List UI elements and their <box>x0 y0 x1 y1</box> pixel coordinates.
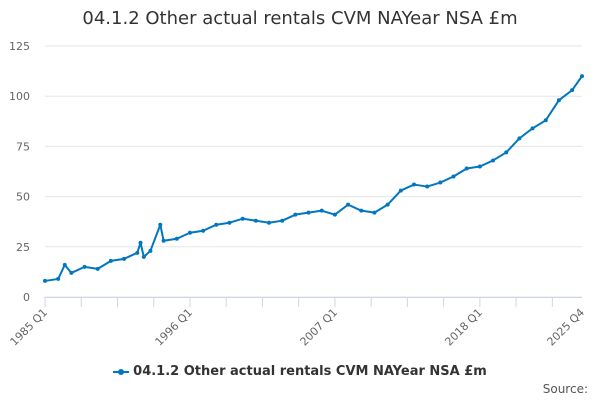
data-point <box>570 88 575 93</box>
data-point <box>346 202 351 207</box>
data-point <box>530 126 535 131</box>
y-tick-label: 25 <box>16 241 30 254</box>
data-point <box>359 208 364 213</box>
y-tick-label: 0 <box>23 291 30 304</box>
x-tick-label: 1985 Q1 <box>8 306 51 349</box>
data-point <box>319 208 324 213</box>
data-point <box>477 164 482 169</box>
data-point <box>187 230 192 235</box>
series-line <box>44 75 583 282</box>
data-point <box>517 136 522 141</box>
data-point <box>491 158 496 163</box>
data-point <box>438 180 443 185</box>
x-tick-label: 2007 Q1 <box>297 306 340 349</box>
data-point <box>267 220 272 225</box>
data-point <box>122 256 127 261</box>
data-point <box>43 278 47 283</box>
data-point <box>464 166 469 171</box>
legend-marker-icon <box>113 367 130 377</box>
data-point <box>372 210 377 215</box>
data-point <box>306 210 311 215</box>
data-point <box>253 218 258 223</box>
data-point <box>504 150 509 155</box>
data-point <box>411 182 416 187</box>
chart-title: 04.1.2 Other actual rentals CVM NAYear N… <box>82 8 518 29</box>
data-point <box>214 222 219 227</box>
y-tick-label: 75 <box>16 140 30 153</box>
data-point <box>293 212 298 217</box>
data-point <box>398 188 403 193</box>
x-tick-label: 2025 Q4 <box>545 306 588 349</box>
data-point <box>201 228 206 233</box>
data-point <box>158 222 163 227</box>
y-tick-label: 100 <box>9 90 30 103</box>
legend[interactable]: 04.1.2 Other actual rentals CVM NAYear N… <box>0 364 600 379</box>
source-label: Source: <box>542 382 588 396</box>
legend-label: 04.1.2 Other actual rentals CVM NAYear N… <box>133 364 487 379</box>
y-tick-label: 50 <box>16 191 30 204</box>
data-point <box>556 98 561 103</box>
data-point <box>108 258 113 263</box>
data-point <box>227 220 232 225</box>
x-tick-label: 1996 Q1 <box>153 306 196 349</box>
x-tick-label: 2018 Q1 <box>442 306 485 349</box>
data-point <box>69 270 74 275</box>
data-point <box>543 118 548 123</box>
data-point <box>174 236 179 241</box>
data-point <box>580 74 584 79</box>
data-point <box>141 254 146 259</box>
data-point <box>451 174 456 179</box>
data-point <box>138 240 143 245</box>
data-point <box>62 262 67 267</box>
data-point <box>95 266 100 271</box>
data-point <box>240 216 245 221</box>
data-point <box>82 264 87 269</box>
data-point <box>332 212 337 217</box>
data-point <box>425 184 430 189</box>
data-point <box>135 250 140 255</box>
data-point <box>148 248 153 253</box>
y-tick-label: 125 <box>9 40 30 53</box>
data-point <box>56 276 61 281</box>
data-point <box>385 202 390 207</box>
data-point <box>280 218 285 223</box>
data-point <box>161 238 166 243</box>
